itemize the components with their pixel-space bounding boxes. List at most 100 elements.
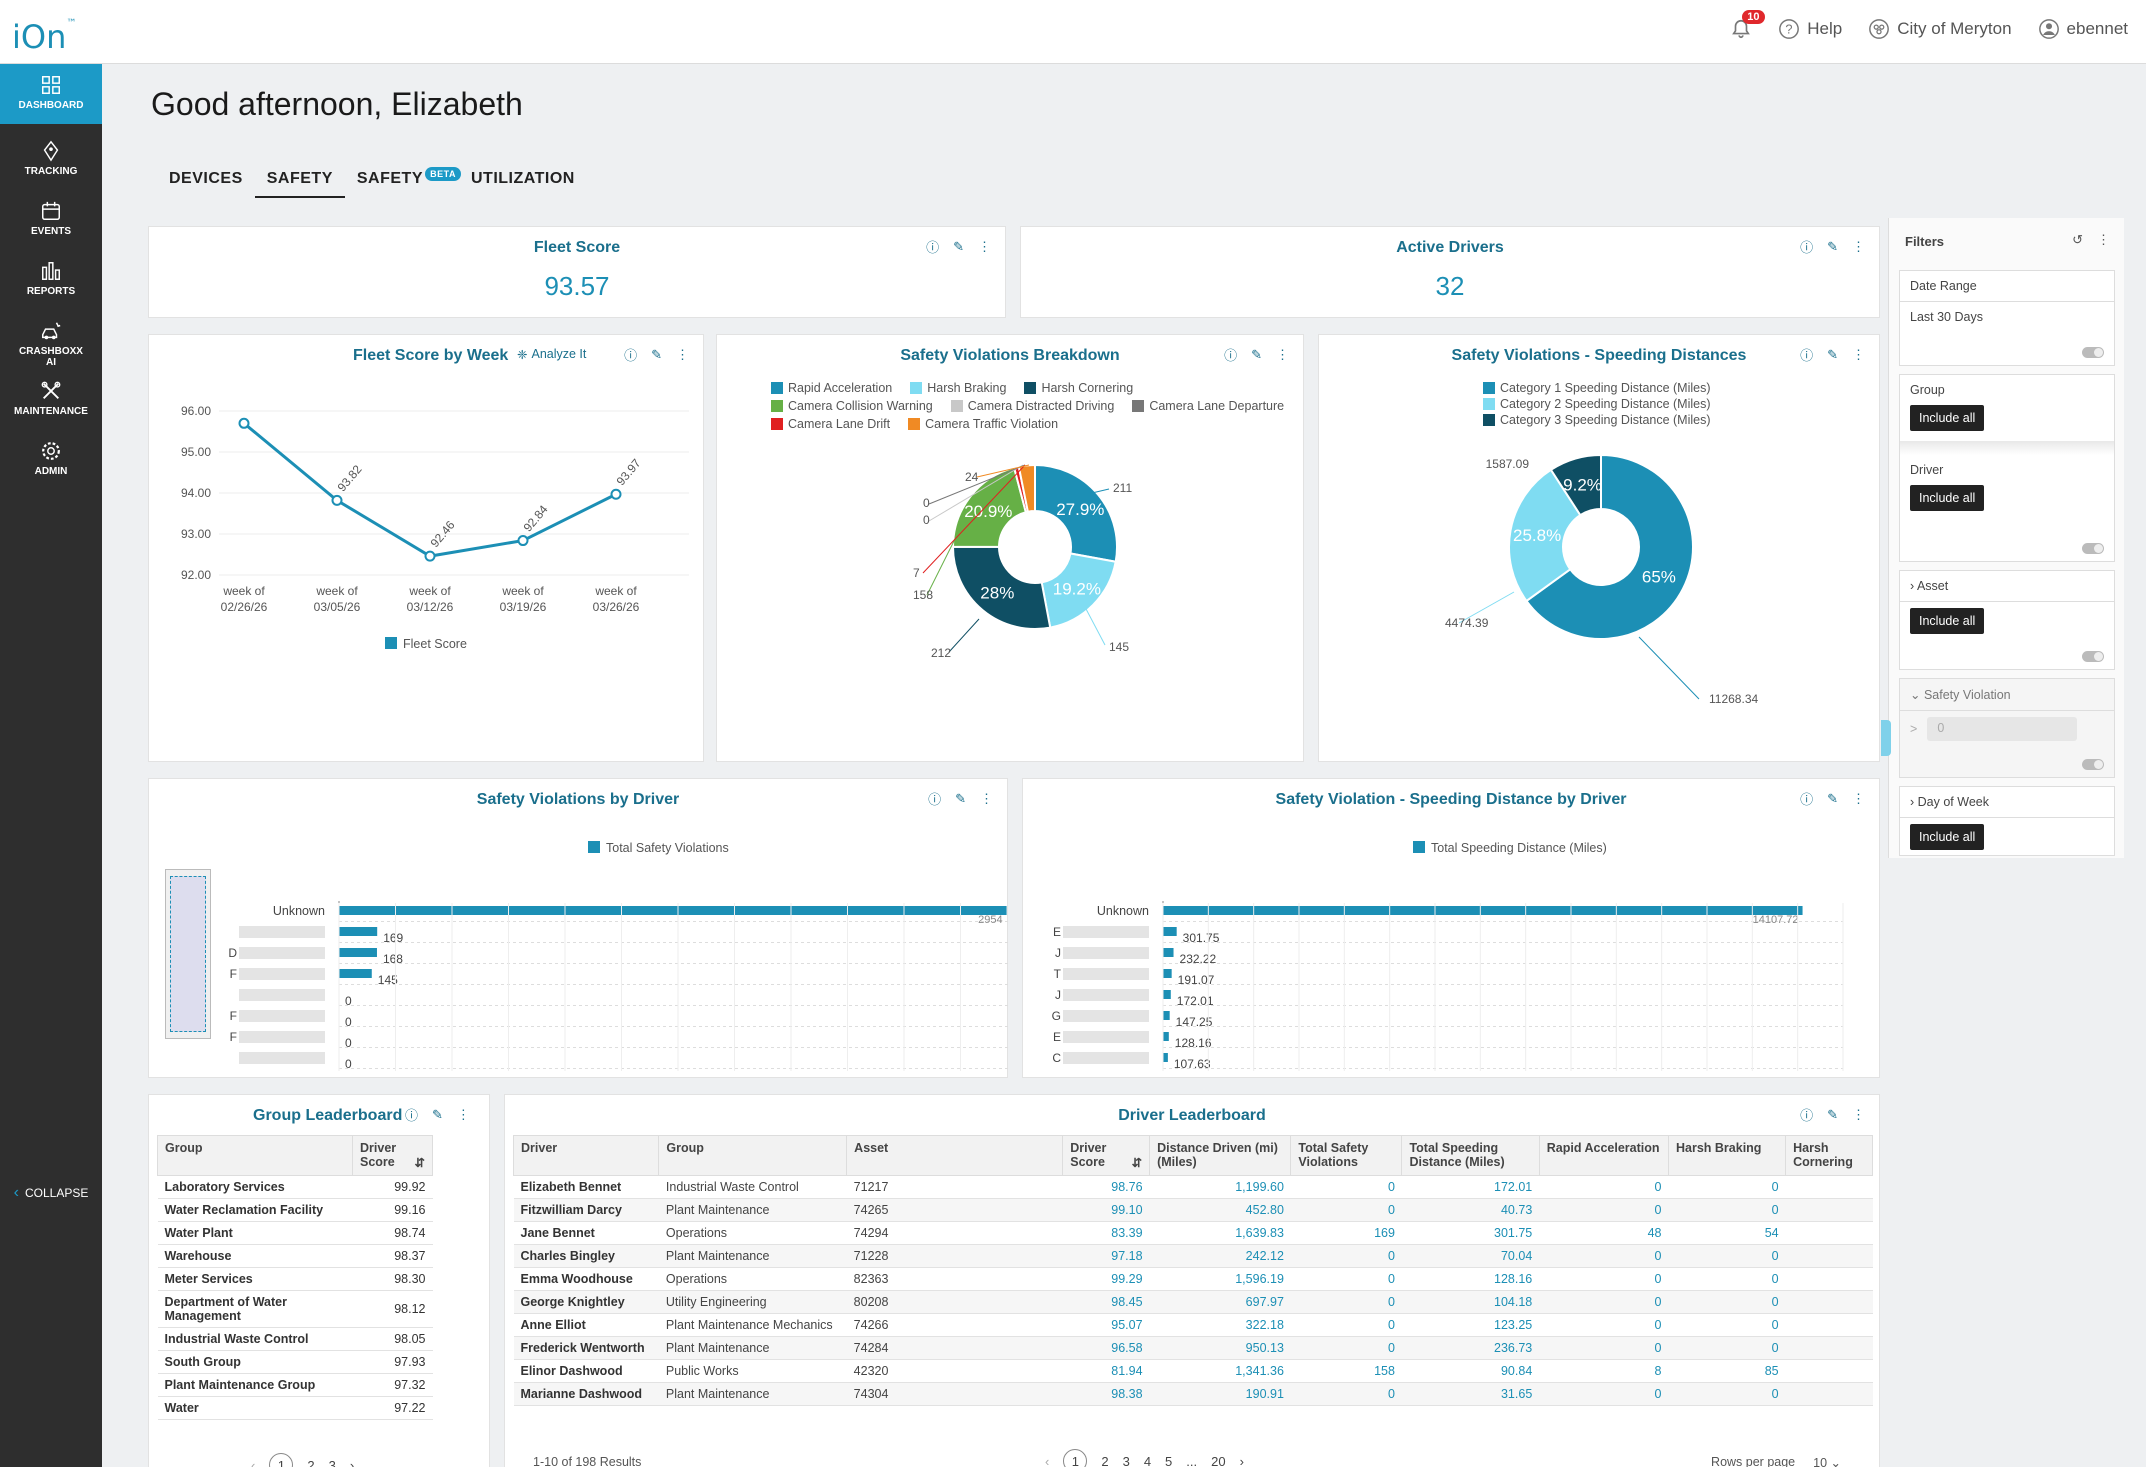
metric-cell[interactable]: 123.25 [1401, 1313, 1540, 1337]
metric-cell[interactable]: 0 [1539, 1244, 1669, 1268]
metric-cell[interactable]: 322.18 [1149, 1313, 1291, 1337]
asset-toggle[interactable] [2082, 651, 2104, 662]
column-header[interactable]: Group [157, 1135, 353, 1176]
table-row[interactable]: Marianne Dashwood Plant Maintenance 74304 9… [513, 1382, 1873, 1406]
next-page-button[interactable]: › [349, 1457, 355, 1467]
driver-name[interactable]: Elizabeth Bennet [513, 1175, 659, 1199]
info-icon[interactable]: ⓘ [926, 240, 940, 255]
metric-cell[interactable]: 98.38 [1062, 1382, 1150, 1406]
metric-cell[interactable]: 48 [1539, 1221, 1669, 1245]
driver-name[interactable]: George Knightley [513, 1290, 659, 1314]
info-icon[interactable]: ⓘ [1800, 792, 1814, 807]
column-header[interactable]: Harsh Braking [1667, 1135, 1787, 1176]
more-icon[interactable]: ⋮ [676, 346, 689, 362]
metric-cell[interactable]: 0 [1668, 1290, 1786, 1314]
panel-toggle-handle[interactable] [1881, 720, 1891, 756]
metric-cell[interactable]: 697.97 [1149, 1290, 1291, 1314]
legend-item[interactable]: Category 3 Speeding Distance (Miles) [1483, 413, 1783, 427]
metric-cell[interactable]: 0 [1539, 1175, 1669, 1199]
info-icon[interactable]: ⓘ [624, 348, 638, 363]
metric-cell[interactable]: 0 [1290, 1290, 1402, 1314]
metric-cell[interactable]: 0 [1290, 1382, 1402, 1406]
table-row[interactable]: Water 97.22 [157, 1396, 433, 1420]
metric-cell[interactable]: 0 [1668, 1175, 1786, 1199]
more-icon[interactable]: ⋮ [2097, 232, 2110, 247]
metric-cell[interactable] [1785, 1336, 1873, 1360]
more-icon[interactable]: ⋮ [1852, 238, 1865, 254]
violation-count-input[interactable]: 0 [1927, 717, 2078, 741]
metric-cell[interactable]: 99.10 [1062, 1198, 1150, 1222]
legend-item[interactable]: Category 2 Speeding Distance (Miles) [1483, 397, 1783, 411]
metric-cell[interactable]: 0 [1539, 1267, 1669, 1291]
legend-item[interactable]: Category 1 Speeding Distance (Miles) [1483, 381, 1783, 395]
driver-name[interactable]: Frederick Wentworth [513, 1336, 659, 1360]
legend-item[interactable]: Harsh Braking [910, 381, 1006, 395]
metric-cell[interactable] [1785, 1244, 1873, 1268]
metric-cell[interactable]: 0 [1668, 1336, 1786, 1360]
legend-item[interactable]: Camera Collision Warning [771, 399, 933, 413]
nav-admin[interactable]: ADMIN [0, 434, 102, 490]
metric-cell[interactable]: 0 [1290, 1267, 1402, 1291]
column-header[interactable]: Total Safety Violations [1290, 1135, 1403, 1176]
column-header[interactable]: Driver Score ⇵ [1062, 1135, 1151, 1176]
metric-cell[interactable]: 1,639.83 [1149, 1221, 1291, 1245]
metric-cell[interactable] [1785, 1175, 1873, 1199]
metric-cell[interactable]: 98.76 [1062, 1175, 1150, 1199]
more-icon[interactable]: ⋮ [978, 238, 991, 254]
info-icon[interactable]: ⓘ [1800, 1108, 1814, 1123]
group-driver-toggle[interactable] [2082, 543, 2104, 554]
metric-cell[interactable]: 169 [1290, 1221, 1402, 1245]
driver-name[interactable]: Jane Bennet [513, 1221, 659, 1245]
edit-icon[interactable]: ✎ [955, 790, 966, 806]
edit-icon[interactable]: ✎ [432, 1106, 443, 1122]
notifications-button[interactable]: 10 [1730, 10, 1765, 40]
tab-safety-beta[interactable]: SAFETY BETA [345, 167, 461, 198]
driver-name[interactable]: Charles Bingley [513, 1244, 659, 1268]
table-row[interactable]: Industrial Waste Control 98.05 [157, 1327, 433, 1351]
metric-cell[interactable]: 0 [1668, 1267, 1786, 1291]
metric-cell[interactable] [1785, 1221, 1873, 1245]
nav-crashboxx[interactable]: CRASHBOXX AI [0, 314, 102, 380]
include-all-day-button[interactable]: Include all [1910, 824, 1985, 850]
include-all-driver-button[interactable]: Include all [1910, 485, 1985, 511]
metric-cell[interactable]: 1,596.19 [1149, 1267, 1291, 1291]
nav-events[interactable]: EVENTS [0, 194, 102, 250]
driver-name[interactable]: Marianne Dashwood [513, 1382, 659, 1406]
metric-cell[interactable]: 0 [1290, 1336, 1402, 1360]
legend-item[interactable]: Camera Distracted Driving [950, 399, 1114, 413]
collapse-button[interactable]: ‹ COLLAPSE [13, 1184, 89, 1201]
table-row[interactable]: South Group 97.93 [157, 1350, 433, 1374]
table-row[interactable]: Fitzwilliam Darcy Plant Maintenance 74265 9… [513, 1198, 1873, 1222]
org-selector[interactable]: City of Meryton [1868, 18, 2012, 40]
column-header[interactable]: Total Speeding Distance (Miles) [1401, 1135, 1540, 1176]
next-page-button[interactable]: › [1239, 1453, 1244, 1467]
table-row[interactable]: Elinor Dashwood Public Works 42320 81.94 1,3… [513, 1359, 1873, 1383]
nav-tracking[interactable]: TRACKING [0, 134, 102, 190]
metric-cell[interactable]: 0 [1668, 1244, 1786, 1268]
date-range-toggle[interactable] [2082, 347, 2104, 358]
table-row[interactable]: Charles Bingley Plant Maintenance 71228 97.… [513, 1244, 1873, 1268]
legend-item[interactable]: Harsh Cornering [1024, 381, 1133, 395]
metric-cell[interactable] [1785, 1267, 1873, 1291]
info-icon[interactable]: ⓘ [1224, 348, 1238, 363]
metric-cell[interactable]: 128.16 [1401, 1267, 1540, 1291]
more-icon[interactable]: ⋮ [456, 1106, 470, 1122]
metric-cell[interactable]: 98.45 [1062, 1290, 1150, 1314]
metric-cell[interactable] [1785, 1198, 1873, 1222]
page-button[interactable]: 1 [269, 1453, 294, 1467]
metric-cell[interactable]: 452.80 [1149, 1198, 1291, 1222]
metric-cell[interactable]: 0 [1539, 1198, 1669, 1222]
table-row[interactable]: Frederick Wentworth Plant Maintenance 7428… [513, 1336, 1873, 1360]
page-button[interactable]: 2 [307, 1457, 315, 1467]
include-all-group-button[interactable]: Include all [1910, 405, 1985, 431]
reset-icon[interactable]: ↺ [2072, 232, 2083, 247]
metric-cell[interactable]: 0 [1290, 1198, 1402, 1222]
metric-cell[interactable] [1785, 1359, 1873, 1383]
metric-cell[interactable]: 104.18 [1401, 1290, 1540, 1314]
column-header[interactable]: Group [658, 1135, 848, 1176]
column-header[interactable]: Distance Driven (mi) (Miles) [1149, 1135, 1292, 1176]
metric-cell[interactable]: 31.65 [1401, 1382, 1540, 1406]
more-icon[interactable]: ⋮ [980, 790, 993, 806]
group-table-scroll[interactable]: Group Driver Score ⇵ Laboratory Services 99… [157, 1135, 433, 1435]
page-button[interactable]: 3 [328, 1457, 336, 1467]
